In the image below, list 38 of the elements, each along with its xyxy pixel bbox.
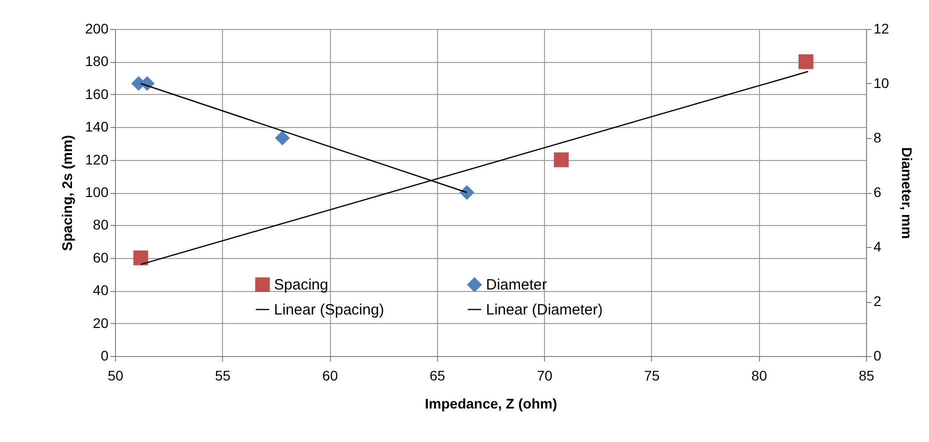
y2-tick-label: 6 [874, 184, 882, 200]
y-tick-label: 100 [85, 184, 109, 200]
y2-tick-label: 2 [874, 293, 882, 309]
x-axis-title: Impedance, Z (ohm) [424, 396, 558, 412]
point [554, 152, 569, 168]
y-tick-label: 160 [85, 86, 109, 102]
x-tick-label: 50 [108, 368, 124, 384]
point [459, 185, 474, 200]
y-axis-title: Spacing, 2s (mm) [59, 135, 76, 251]
point [133, 250, 148, 266]
legend-label: Linear (Diameter) [486, 302, 603, 318]
y-tick-label: 0 [100, 348, 109, 364]
y-tick-label: 180 [85, 53, 109, 70]
x-tick-label: 70 [536, 368, 553, 384]
y2-tick-label: 8 [874, 130, 882, 146]
y2-axis-title: Diameter, mm [899, 147, 916, 239]
y-tick-label: 80 [92, 216, 109, 233]
y2-tick-label: 10 [874, 75, 890, 91]
y-tick-label: 120 [85, 151, 109, 168]
x-tick-label: 80 [751, 368, 768, 384]
y-tick-label: 40 [92, 282, 109, 298]
y2-tick-label: 4 [874, 238, 882, 254]
x-tick-label: 75 [644, 368, 660, 384]
y2-tick-label: 12 [874, 20, 890, 36]
point [798, 54, 814, 70]
legend-label: Linear (Spacing) [274, 302, 384, 318]
x-tick-label: 65 [430, 368, 446, 384]
x-tick-label: 85 [858, 368, 874, 384]
y-tick-label: 140 [85, 118, 109, 135]
y2-tick-label: 0 [874, 348, 882, 364]
x-tick-label: 60 [322, 368, 338, 384]
y-tick-label: 60 [92, 249, 109, 266]
legend-label: Spacing [274, 276, 328, 294]
x-tick-label: 55 [214, 368, 231, 384]
point [274, 130, 290, 146]
legend-label: Diameter [486, 276, 547, 294]
y-tick-label: 200 [85, 20, 109, 36]
y-tick-label: 20 [92, 314, 109, 331]
